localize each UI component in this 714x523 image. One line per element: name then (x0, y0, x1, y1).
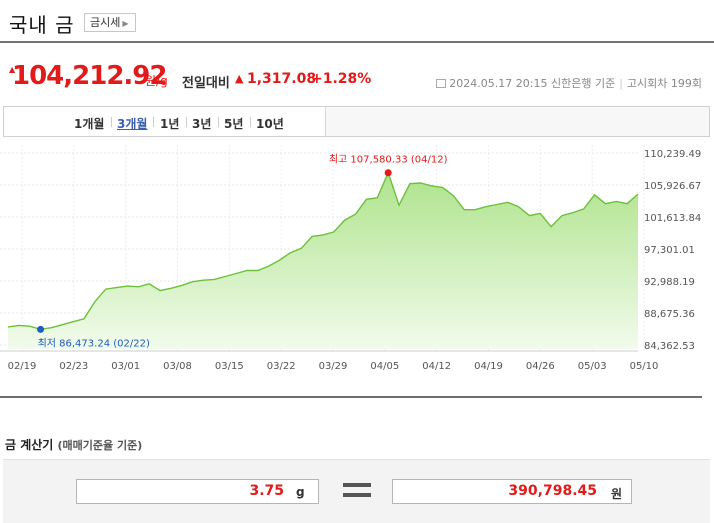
tab-separator (186, 117, 187, 127)
x-tick-label: 04/26 (526, 361, 555, 372)
y-tick-label: 84,362.53 (644, 341, 695, 352)
period-tabs: 1개월 3개월 1년 3년 5년 10년 (3, 106, 710, 137)
min-label: 최저 86,473.24 (02/22) (38, 337, 150, 349)
up-marker-icon: ▲ (9, 65, 16, 74)
y-tick-label: 110,239.49 (644, 149, 701, 160)
x-tick-label: 03/08 (163, 361, 192, 372)
price-area (8, 172, 638, 349)
x-tick-label: 04/19 (474, 361, 503, 372)
calculator-panel: 3.75 g 390,798.45 원 (3, 459, 710, 523)
grams-unit: g (296, 485, 305, 499)
calculator-title-text: 금 계산기 (5, 438, 54, 452)
tab-separator (153, 117, 154, 127)
y-tick-label: 97,301.01 (644, 245, 695, 256)
x-tick-label: 02/19 (8, 361, 37, 372)
calendar-icon (436, 79, 447, 88)
chevron-right-icon: ▶ (122, 19, 129, 28)
change-value: 1,317.08 (247, 71, 317, 87)
header-divider (0, 41, 714, 43)
y-tick-label: 92,988.19 (644, 277, 695, 288)
grams-value: 3.75 (249, 483, 284, 499)
grams-input[interactable]: 3.75 g (76, 479, 319, 504)
won-value: 390,798.45 (508, 483, 597, 499)
y-tick-label: 88,675.36 (644, 309, 695, 320)
x-tick-label: 02/23 (59, 361, 88, 372)
equals-icon (343, 483, 371, 499)
tab-1-month[interactable]: 1개월 (74, 117, 105, 131)
quote-meta: 2024.05.17 20:15 신한은행 기준 | 고시회차 199회 (436, 75, 702, 91)
meta-separator: | (619, 77, 623, 90)
tab-5-years[interactable]: 5년 (224, 117, 244, 131)
price-row: ▲ 104,212.92 원/g 전일대비 ▲ 1,317.08 +1.28% … (0, 56, 714, 96)
quote-date: 2024.05.17 20:15 (449, 77, 548, 90)
y-tick-label: 105,926.67 (644, 181, 701, 192)
max-label: 최고 107,580.33 (04/12) (329, 154, 448, 166)
x-tick-label: 04/05 (370, 361, 399, 372)
gold-quote-label: 금시세 (90, 16, 121, 29)
won-unit: 원 (611, 487, 623, 501)
y-tick-label: 101,613.84 (644, 213, 701, 224)
page-title: 국내 금 (9, 13, 75, 37)
price-unit: 원/g (145, 74, 168, 88)
header: 국내 금 금시세 ▶ (0, 0, 714, 44)
x-tick-label: 04/12 (422, 361, 451, 372)
tab-3-months[interactable]: 3개월 (117, 117, 148, 131)
tab-separator (218, 117, 219, 127)
tab-10-years[interactable]: 10년 (256, 117, 284, 131)
x-tick-label: 03/22 (267, 361, 296, 372)
x-tick-label: 03/01 (111, 361, 140, 372)
max-point (384, 169, 392, 177)
min-point (37, 325, 45, 333)
x-tick-label: 05/03 (578, 361, 607, 372)
quote-bank: 신한은행 기준 (550, 77, 616, 90)
tab-1-year[interactable]: 1년 (160, 117, 180, 131)
price-chart: 110,239.49 105,926.67 101,613.84 97,301.01 9… (0, 145, 714, 383)
tab-3-years[interactable]: 3년 (192, 117, 212, 131)
tab-separator (250, 117, 251, 127)
tab-separator (111, 117, 112, 127)
x-tick-label: 03/15 (215, 361, 244, 372)
price-chart-svg: 110,239.49 105,926.67 101,613.84 97,301.01 9… (0, 145, 701, 372)
current-price: 104,212.92 (12, 61, 167, 91)
period-tab-group: 1개월 3개월 1년 3년 5년 10년 (4, 107, 326, 136)
section-divider (0, 396, 702, 398)
change-label: 전일대비 (182, 76, 230, 91)
quote-round: 고시회차 199회 (626, 77, 702, 90)
won-output[interactable]: 390,798.45 원 (392, 479, 632, 504)
x-tick-label: 05/10 (630, 361, 659, 372)
x-tick-label: 03/29 (319, 361, 348, 372)
up-arrow-icon: ▲ (235, 72, 244, 85)
calculator-title: 금 계산기 (매매기준율 기준) (5, 436, 142, 453)
calculator-subtitle: (매매기준율 기준) (57, 439, 143, 452)
gold-quote-button[interactable]: 금시세 ▶ (84, 13, 136, 32)
price-line (7, 170, 639, 331)
change-percent: +1.28% (311, 71, 372, 87)
